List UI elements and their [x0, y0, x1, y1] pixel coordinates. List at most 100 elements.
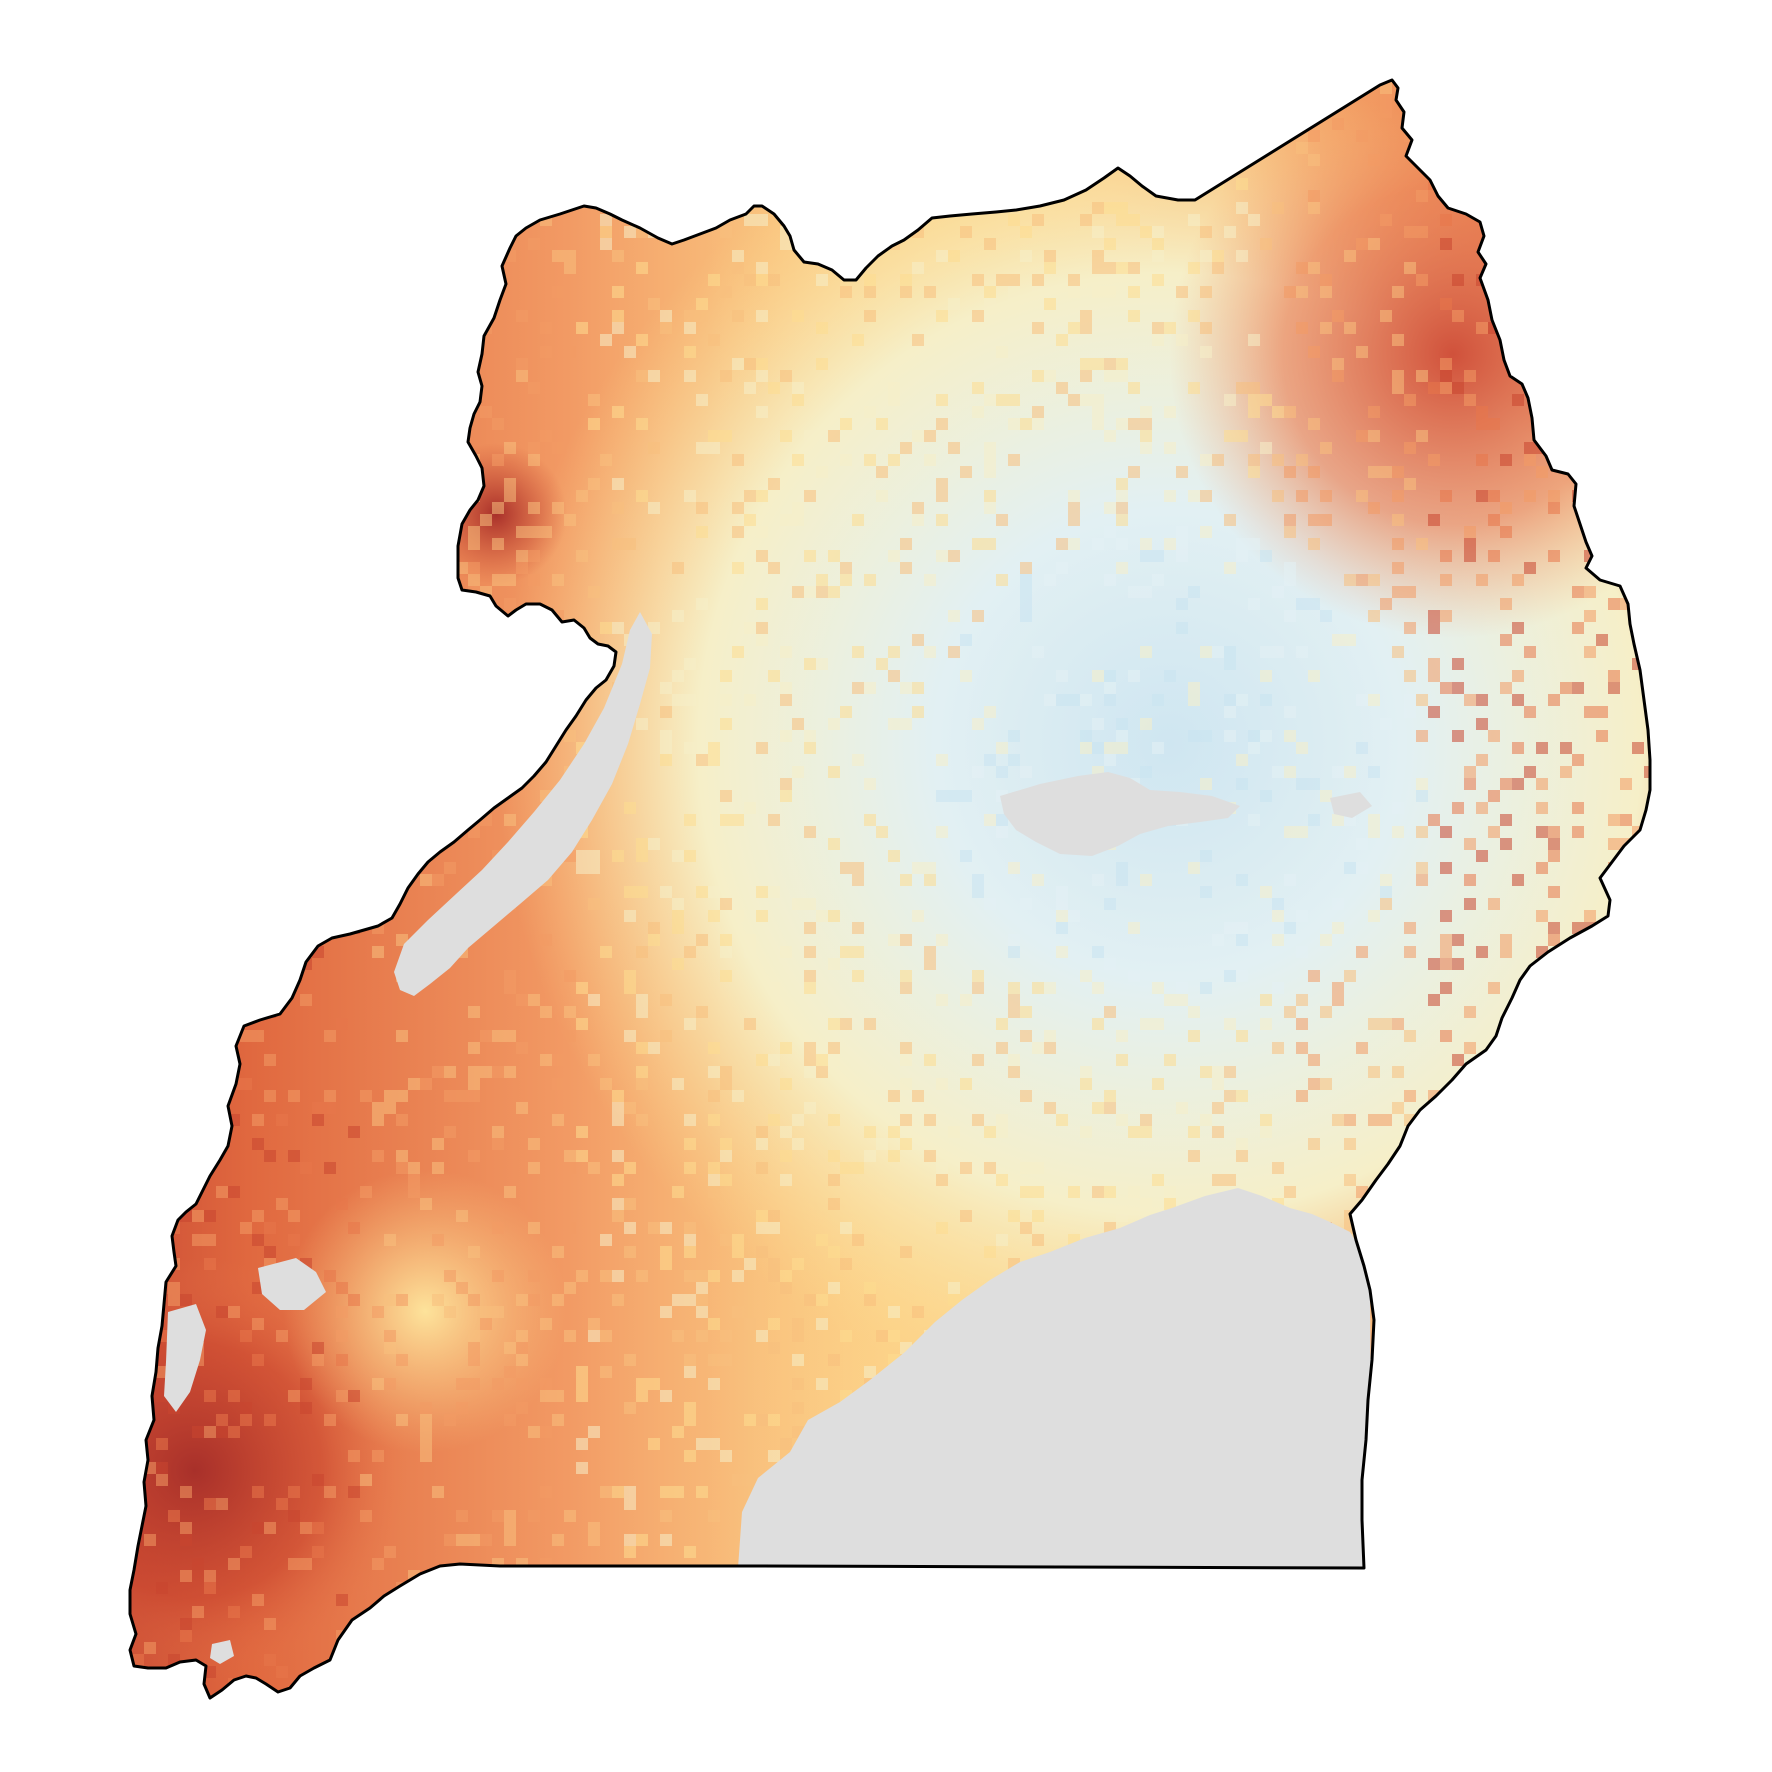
- raster-cell: [804, 1042, 816, 1054]
- raster-cell: [1536, 826, 1548, 838]
- raster-cell: [684, 658, 696, 670]
- raster-cell: [948, 442, 960, 454]
- raster-cell: [504, 478, 516, 490]
- raster-cell: [384, 1090, 396, 1102]
- raster-cell: [1344, 82, 1356, 94]
- raster-cell: [1236, 178, 1248, 190]
- raster-cell: [204, 994, 216, 1006]
- raster-cell: [288, 406, 300, 418]
- raster-cell: [1500, 1174, 1512, 1186]
- raster-cell: [1164, 178, 1176, 190]
- raster-cell: [1128, 142, 1140, 154]
- raster-cell: [1452, 1678, 1464, 1690]
- raster-cell: [660, 1030, 672, 1042]
- raster-cell: [1128, 214, 1140, 226]
- raster-cell: [756, 1162, 768, 1174]
- raster-cell: [1140, 1570, 1152, 1582]
- raster-cell: [1308, 106, 1320, 118]
- raster-cell: [1608, 1054, 1620, 1066]
- raster-cell: [132, 214, 144, 226]
- raster-cell: [264, 1090, 276, 1102]
- raster-cell: [1368, 574, 1380, 586]
- raster-cell: [420, 1606, 432, 1618]
- raster-cell: [1176, 598, 1188, 610]
- raster-cell: [204, 1570, 216, 1582]
- raster-cell: [360, 1690, 372, 1698]
- raster-cell: [216, 874, 228, 886]
- raster-cell: [792, 1402, 804, 1414]
- raster-cell: [672, 958, 684, 970]
- raster-cell: [1620, 874, 1632, 886]
- raster-cell: [864, 286, 876, 298]
- raster-cell: [912, 1090, 924, 1102]
- raster-cell: [1140, 646, 1152, 658]
- raster-cell: [1608, 550, 1620, 562]
- raster-cell: [228, 790, 240, 802]
- raster-cell: [1428, 958, 1440, 970]
- raster-cell: [720, 814, 732, 826]
- raster-cell: [324, 874, 336, 886]
- raster-cell: [1392, 370, 1404, 382]
- raster-cell: [1596, 1054, 1608, 1066]
- raster-cell: [900, 1054, 912, 1066]
- raster-cell: [216, 754, 228, 766]
- raster-cell: [1092, 250, 1104, 262]
- raster-cell: [984, 706, 996, 718]
- raster-cell: [1644, 1426, 1650, 1438]
- raster-cell: [1248, 394, 1260, 406]
- raster-cell: [1152, 694, 1164, 706]
- raster-cell: [888, 1306, 900, 1318]
- raster-cell: [132, 370, 144, 382]
- raster-cell: [396, 1414, 408, 1426]
- raster-cell: [876, 1330, 888, 1342]
- raster-cell: [372, 1114, 384, 1126]
- raster-cell: [1272, 454, 1284, 466]
- no-data-lake-west: [394, 612, 652, 996]
- raster-cell: [1476, 946, 1488, 958]
- raster-cell: [1512, 1462, 1524, 1474]
- raster-cell: [204, 1498, 216, 1510]
- raster-cell: [1116, 1030, 1128, 1042]
- raster-cell: [1020, 226, 1032, 238]
- raster-cell: [1188, 586, 1200, 598]
- raster-cell: [588, 478, 600, 490]
- raster-cell: [324, 598, 336, 610]
- raster-cell: [1284, 706, 1296, 718]
- raster-cell: [276, 382, 288, 394]
- raster-cell: [264, 838, 276, 850]
- raster-cell: [648, 1222, 660, 1234]
- raster-cell: [1320, 286, 1332, 298]
- raster-cell: [288, 166, 300, 178]
- raster-cell: [852, 514, 864, 526]
- raster-cell: [228, 490, 240, 502]
- raster-cell: [1020, 766, 1032, 778]
- raster-cell: [336, 1282, 348, 1294]
- raster-cell: [240, 994, 252, 1006]
- raster-cell: [1380, 94, 1392, 106]
- raster-cell: [1164, 1054, 1176, 1066]
- raster-cell: [1308, 262, 1320, 274]
- raster-cell: [1284, 874, 1296, 886]
- raster-cell: [684, 1018, 696, 1030]
- raster-cell: [1092, 394, 1104, 406]
- raster-cell: [1524, 1678, 1536, 1690]
- raster-cell: [1620, 262, 1632, 274]
- raster-cell: [1128, 286, 1140, 298]
- raster-cell: [204, 250, 216, 262]
- raster-cell: [1008, 214, 1020, 226]
- raster-cell: [1164, 670, 1176, 682]
- raster-cell: [1308, 1054, 1320, 1066]
- raster-cell: [1008, 418, 1020, 430]
- raster-cell: [468, 1378, 480, 1390]
- raster-cell: [924, 1150, 936, 1162]
- raster-cell: [1092, 202, 1104, 214]
- raster-cell: [240, 742, 252, 754]
- raster-cell: [1416, 538, 1428, 550]
- raster-cell: [768, 106, 780, 118]
- raster-cell: [1488, 730, 1500, 742]
- raster-cell: [1608, 526, 1620, 538]
- raster-cell: [444, 1090, 456, 1102]
- raster-cell: [1500, 1654, 1512, 1666]
- raster-cell: [1584, 1474, 1596, 1486]
- raster-cell: [564, 1654, 576, 1666]
